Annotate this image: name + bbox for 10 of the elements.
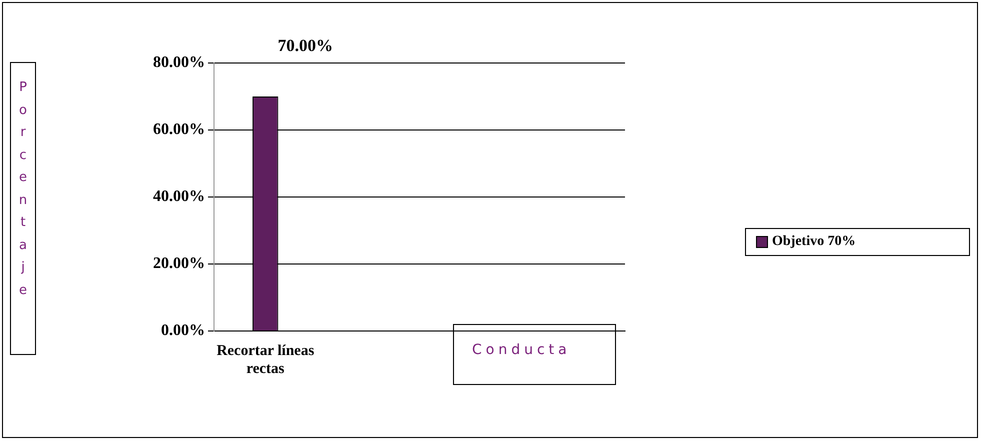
y-tick-label: 40.00% <box>153 188 205 206</box>
x-tick-label: Recortar líneas rectas <box>216 342 314 377</box>
text: 70.00% <box>278 36 333 55</box>
text: Porcentaje <box>18 80 28 298</box>
legend-label: Objetivo 70% <box>772 234 856 250</box>
y-tick-label: 80.00% <box>153 54 205 72</box>
y-tick-label: 60.00% <box>153 121 205 138</box>
y-tick-label: 20.00% <box>153 255 205 272</box>
x-axis-title: Conducta <box>453 324 616 385</box>
y-tick-label: 0.00% <box>161 322 205 340</box>
